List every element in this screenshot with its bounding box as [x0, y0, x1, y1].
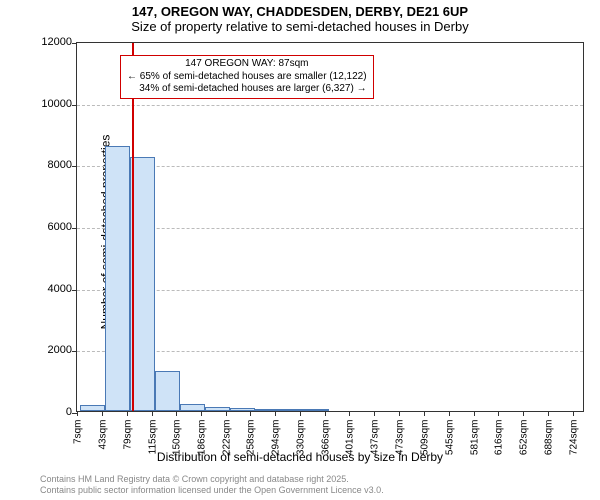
xtick-mark	[349, 411, 350, 416]
xtick-label: 581sqm	[469, 420, 480, 460]
footer-line1: Contains HM Land Registry data © Crown c…	[40, 474, 384, 485]
xtick-mark	[226, 411, 227, 416]
xtick-mark	[201, 411, 202, 416]
xtick-mark	[573, 411, 574, 416]
xtick-label: 294sqm	[271, 420, 282, 460]
xtick-label: 401sqm	[345, 420, 356, 460]
annotation-line1: 147 OREGON WAY: 87sqm	[127, 58, 367, 71]
ytick-mark	[72, 166, 77, 167]
ytick-label: 8000	[22, 159, 72, 171]
xtick-label: 115sqm	[147, 420, 158, 460]
ytick-mark	[72, 290, 77, 291]
ytick-mark	[72, 228, 77, 229]
ytick-label: 10000	[22, 98, 72, 110]
xtick-label: 258sqm	[246, 420, 257, 460]
xtick-label: 330sqm	[296, 420, 307, 460]
xtick-label: 652sqm	[518, 420, 529, 460]
xtick-mark	[300, 411, 301, 416]
xtick-mark	[325, 411, 326, 416]
xtick-mark	[77, 411, 78, 416]
xtick-label: 545sqm	[444, 420, 455, 460]
xtick-label: 473sqm	[395, 420, 406, 460]
xtick-label: 150sqm	[171, 420, 182, 460]
ytick-mark	[72, 351, 77, 352]
xtick-label: 186sqm	[196, 420, 207, 460]
footer-attribution: Contains HM Land Registry data © Crown c…	[40, 474, 384, 496]
xtick-label: 437sqm	[370, 420, 381, 460]
xtick-label: 222sqm	[221, 420, 232, 460]
xtick-mark	[399, 411, 400, 416]
xtick-mark	[548, 411, 549, 416]
ytick-mark	[72, 43, 77, 44]
xtick-mark	[374, 411, 375, 416]
histogram-bar	[180, 404, 205, 411]
histogram-bar	[105, 146, 130, 411]
xtick-mark	[523, 411, 524, 416]
xtick-label: 616sqm	[493, 420, 504, 460]
title-line1: 147, OREGON WAY, CHADDESDEN, DERBY, DE21…	[0, 4, 600, 19]
xtick-mark	[127, 411, 128, 416]
histogram-bar	[155, 371, 180, 411]
annotation-line3: 34% of semi-detached houses are larger (…	[127, 83, 367, 96]
footer-line2: Contains public sector information licen…	[40, 485, 384, 496]
xtick-mark	[449, 411, 450, 416]
xtick-mark	[250, 411, 251, 416]
xtick-label: 366sqm	[321, 420, 332, 460]
ytick-label: 6000	[22, 221, 72, 233]
xtick-mark	[498, 411, 499, 416]
ytick-label: 2000	[22, 344, 72, 356]
xtick-label: 509sqm	[419, 420, 430, 460]
xtick-label: 724sqm	[568, 420, 579, 460]
title-line2: Size of property relative to semi-detach…	[0, 19, 600, 34]
xtick-mark	[152, 411, 153, 416]
gridline	[77, 105, 583, 106]
chart-titles: 147, OREGON WAY, CHADDESDEN, DERBY, DE21…	[0, 0, 600, 34]
xtick-mark	[424, 411, 425, 416]
xtick-mark	[474, 411, 475, 416]
xtick-mark	[102, 411, 103, 416]
xtick-mark	[176, 411, 177, 416]
xtick-mark	[275, 411, 276, 416]
xtick-label: 43sqm	[97, 420, 108, 460]
ytick-label: 12000	[22, 36, 72, 48]
annotation-line2: ← 65% of semi-detached houses are smalle…	[127, 71, 367, 84]
ytick-mark	[72, 105, 77, 106]
xtick-label: 7sqm	[73, 420, 84, 460]
xtick-label: 688sqm	[543, 420, 554, 460]
xtick-label: 79sqm	[122, 420, 133, 460]
ytick-label: 0	[22, 406, 72, 418]
annotation-box: 147 OREGON WAY: 87sqm ← 65% of semi-deta…	[120, 55, 374, 99]
ytick-label: 4000	[22, 283, 72, 295]
